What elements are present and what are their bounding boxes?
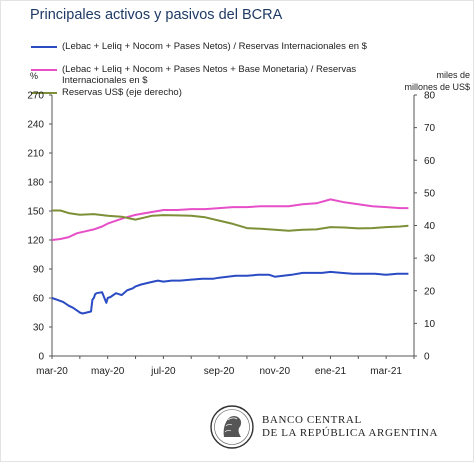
x-tick-label: ene-21 [315, 366, 347, 377]
y-left-tick-label: 30 [33, 323, 45, 334]
x-tick-label: sep-20 [204, 366, 235, 377]
y-right-tick-label: 20 [424, 286, 436, 297]
y-left-tick-label: 150 [27, 207, 44, 218]
bank-name: BANCO CENTRAL DE LA REPÚBLICA ARGENTINA [262, 414, 438, 440]
legend-label-pink-line2: Internacionales en $ [62, 75, 148, 86]
y-left-tick-label: 60 [33, 294, 45, 305]
y-right-tick-label: 80 [424, 91, 436, 102]
y-right-tick-label: 0 [424, 352, 430, 363]
y-left-tick-label: 0 [38, 352, 44, 363]
series-line-3 [52, 209, 409, 232]
bank-name-line2: DE LA REPÚBLICA ARGENTINA [262, 427, 439, 439]
x-tick-label: jul-20 [150, 366, 176, 377]
y-axis-right-label-line1: miles de [436, 70, 470, 80]
bcra-effigy-logo-icon [210, 405, 254, 449]
y-left-tick-label: 90 [33, 265, 45, 276]
x-tick-label: mar-21 [370, 366, 402, 377]
y-left-tick-label: 120 [27, 236, 44, 247]
y-left-tick-label: 240 [27, 120, 44, 131]
y-axis-left-unit: % [30, 71, 39, 81]
series-line-1 [51, 270, 409, 315]
y-right-tick-label: 30 [424, 254, 436, 265]
y-axis-right-label: miles de millones de US$ [404, 69, 470, 93]
legend-item-blue: (Lebac + Leliq + Nocom + Pases Netos) / … [31, 41, 402, 52]
legend-swatch-green [31, 92, 57, 94]
legend-item-pink: (Lebac + Leliq + Nocom + Pases Netos + B… [31, 64, 402, 86]
y-right-tick-label: 70 [424, 123, 436, 134]
y-left-tick-label: 210 [27, 149, 44, 160]
y-left-tick-label: 180 [27, 178, 44, 189]
bank-name-line1: BANCO CENTRAL [262, 414, 362, 426]
series-line-2 [51, 198, 409, 241]
chart-title: Principales activos y pasivos del BCRA [30, 7, 283, 23]
x-tick-label: nov-20 [259, 366, 290, 377]
y-right-tick-label: 10 [424, 319, 436, 330]
x-tick-label: mar-20 [36, 366, 68, 377]
y-left-tick-label: 270 [27, 91, 44, 102]
y-axis-right-label-line2: millones de US$ [404, 82, 470, 92]
legend-label-green: Reservas US$ (eje derecho) [62, 87, 182, 98]
legend-swatch-pink [31, 69, 57, 71]
legend-item-green: Reservas US$ (eje derecho) [31, 87, 402, 98]
x-tick-label: may-20 [91, 366, 125, 377]
legend-label-blue: (Lebac + Leliq + Nocom + Pases Netos) / … [62, 41, 367, 52]
y-right-tick-label: 60 [424, 156, 436, 167]
y-right-tick-label: 40 [424, 221, 436, 232]
legend-swatch-blue [31, 46, 57, 48]
y-right-tick-label: 50 [424, 188, 436, 199]
legend-label-pink-line1: (Lebac + Leliq + Nocom + Pases Netos + B… [62, 64, 357, 75]
